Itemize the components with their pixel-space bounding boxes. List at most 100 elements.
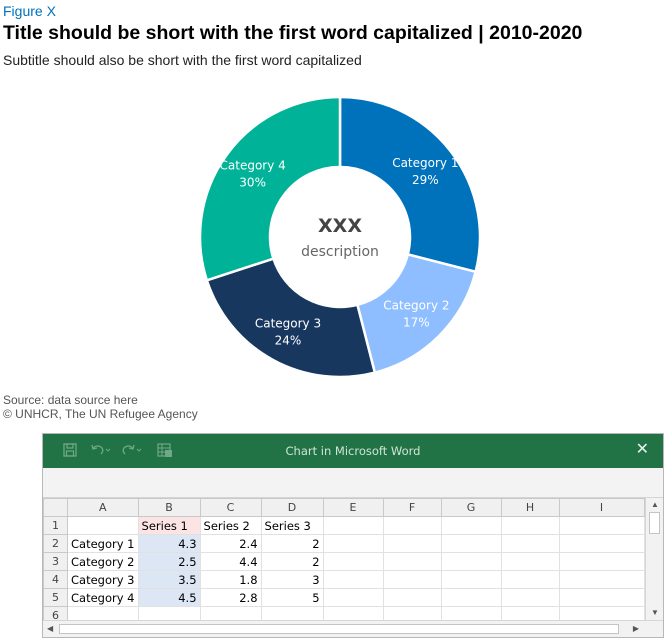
- cell-d5[interactable]: 5: [260, 588, 324, 607]
- table-row: 5 Category 4 4.5 2.8 5: [43, 588, 645, 607]
- cell-h5[interactable]: [500, 588, 560, 607]
- chart-title: Title should be short with the first wor…: [3, 22, 583, 44]
- cell-f2[interactable]: [382, 534, 442, 553]
- cell-i5[interactable]: [558, 588, 645, 607]
- column-header-a[interactable]: A: [67, 498, 139, 517]
- cell-i4[interactable]: [558, 570, 645, 589]
- vertical-scrollbar[interactable]: ▲ ▼: [645, 498, 663, 620]
- cell-g5[interactable]: [440, 588, 502, 607]
- cell-i2[interactable]: [558, 534, 645, 553]
- row-header[interactable]: 5: [43, 588, 68, 607]
- cell-b3[interactable]: 2.5: [137, 552, 201, 571]
- table-row: 3 Category 2 2.5 4.4 2: [43, 552, 645, 571]
- scroll-left-arrow-icon[interactable]: ◀: [47, 624, 54, 633]
- cell-h4[interactable]: [500, 570, 560, 589]
- slice-category-label: Category 2: [383, 298, 449, 312]
- cell-a1[interactable]: [67, 516, 139, 535]
- cell-b1[interactable]: Series 1: [137, 516, 201, 535]
- slice-category-label: Category 4: [219, 159, 285, 173]
- center-value: XXX: [318, 215, 362, 237]
- cell-f4[interactable]: [382, 570, 442, 589]
- cell-a4[interactable]: Category 3: [67, 570, 139, 589]
- cell-a2[interactable]: Category 1: [67, 534, 139, 553]
- column-header-h[interactable]: H: [500, 498, 560, 517]
- row-header[interactable]: 4: [43, 570, 68, 589]
- cell-f5[interactable]: [382, 588, 442, 607]
- cell-e3[interactable]: [322, 552, 384, 571]
- row-header[interactable]: 3: [43, 552, 68, 571]
- scroll-up-arrow-icon[interactable]: ▲: [651, 500, 659, 509]
- column-header-b[interactable]: B: [137, 498, 201, 517]
- ribbon-strip: [43, 468, 663, 498]
- close-icon[interactable]: ✕: [635, 441, 649, 458]
- row-header[interactable]: 1: [43, 516, 68, 535]
- cell-h2[interactable]: [500, 534, 560, 553]
- cell-i1[interactable]: [558, 516, 645, 535]
- cell-f3[interactable]: [382, 552, 442, 571]
- slice-category-label: Category 1: [392, 156, 458, 170]
- chart-subtitle: Subtitle should also be short with the f…: [3, 52, 362, 68]
- cell-c4[interactable]: 1.8: [199, 570, 262, 589]
- cell-i3[interactable]: [558, 552, 645, 571]
- cell-e2[interactable]: [322, 534, 384, 553]
- horizontal-scrollbar[interactable]: ◀ ▶: [43, 620, 663, 637]
- cell-f1[interactable]: [382, 516, 442, 535]
- row-header[interactable]: 2: [43, 534, 68, 553]
- slice-percent-label: 24%: [275, 334, 302, 348]
- figure-label: Figure X: [3, 3, 56, 19]
- donut-slice-1: [338, 95, 482, 274]
- cell-b2[interactable]: 4.3: [137, 534, 201, 553]
- cell-c2[interactable]: 2.4: [199, 534, 262, 553]
- cell-c5[interactable]: 2.8: [199, 588, 262, 607]
- cell-a5[interactable]: Category 4: [67, 588, 139, 607]
- cell-h1[interactable]: [500, 516, 560, 535]
- column-header-i[interactable]: I: [558, 498, 645, 517]
- cell-a3[interactable]: Category 2: [67, 552, 139, 571]
- center-description: description: [301, 244, 379, 260]
- cell-d3[interactable]: 2: [260, 552, 324, 571]
- cell-d1[interactable]: Series 3: [260, 516, 324, 535]
- table-row: 2 Category 1 4.3 2.4 2: [43, 534, 645, 553]
- column-header-f[interactable]: F: [382, 498, 442, 517]
- donut-slice-3: [205, 257, 377, 379]
- cell-e1[interactable]: [322, 516, 384, 535]
- save-icon[interactable]: [63, 443, 77, 459]
- cell-d2[interactable]: 2: [260, 534, 324, 553]
- undo-icon[interactable]: [90, 443, 112, 459]
- column-header-d[interactable]: D: [260, 498, 324, 517]
- cell-g3[interactable]: [440, 552, 502, 571]
- cell-c1[interactable]: Series 2: [199, 516, 262, 535]
- cell-g1[interactable]: [440, 516, 502, 535]
- scroll-down-arrow-icon[interactable]: ▼: [651, 608, 659, 617]
- table-row: 4 Category 3 3.5 1.8 3: [43, 570, 645, 589]
- cell-e5[interactable]: [322, 588, 384, 607]
- cell-b4[interactable]: 3.5: [137, 570, 201, 589]
- cell-b5[interactable]: 4.5: [137, 588, 201, 607]
- column-header-e[interactable]: E: [322, 498, 384, 517]
- source-note: Source: data source here: [3, 393, 138, 407]
- spreadsheet-grid: A B C D E F G H I 1 Series 1 Series 2 Se…: [43, 498, 645, 625]
- column-header-c[interactable]: C: [199, 498, 262, 517]
- column-header-g[interactable]: G: [440, 498, 502, 517]
- slice-percent-label: 30%: [239, 176, 266, 190]
- donut-slice-4: [198, 95, 342, 282]
- donut-slice-2: [355, 252, 478, 375]
- cell-d4[interactable]: 3: [260, 570, 324, 589]
- cell-g4[interactable]: [440, 570, 502, 589]
- redo-icon[interactable]: [121, 443, 143, 459]
- credit-note: © UNHCR, The UN Refugee Agency: [3, 407, 198, 421]
- horizontal-scroll-thumb[interactable]: [59, 624, 619, 634]
- slice-percent-label: 17%: [403, 315, 430, 329]
- edit-data-icon[interactable]: [157, 443, 173, 459]
- scroll-right-arrow-icon[interactable]: ▶: [632, 624, 639, 633]
- cell-e4[interactable]: [322, 570, 384, 589]
- donut-chart: Category 1 29% Category 2 17% Category 3 24% C…: [198, 95, 482, 379]
- excel-data-window: Chart in Microsoft Word ✕ A B C D E F G …: [42, 433, 664, 638]
- window-titlebar: Chart in Microsoft Word ✕: [43, 434, 663, 468]
- column-header-row: A B C D E F G H I: [43, 498, 645, 517]
- cell-g2[interactable]: [440, 534, 502, 553]
- cell-c3[interactable]: 4.4: [199, 552, 262, 571]
- vertical-scroll-thumb[interactable]: [649, 512, 660, 534]
- cell-h3[interactable]: [500, 552, 560, 571]
- select-all-corner[interactable]: [43, 498, 68, 517]
